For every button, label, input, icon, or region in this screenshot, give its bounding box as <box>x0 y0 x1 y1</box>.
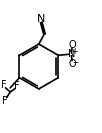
Text: O: O <box>68 59 76 69</box>
Text: −: − <box>72 58 78 67</box>
Text: O: O <box>68 40 76 50</box>
Text: N: N <box>37 14 46 24</box>
Text: F: F <box>1 80 6 90</box>
Text: F: F <box>14 81 20 91</box>
Text: +: + <box>71 47 78 56</box>
Text: F: F <box>2 96 7 106</box>
Text: N: N <box>68 49 75 59</box>
